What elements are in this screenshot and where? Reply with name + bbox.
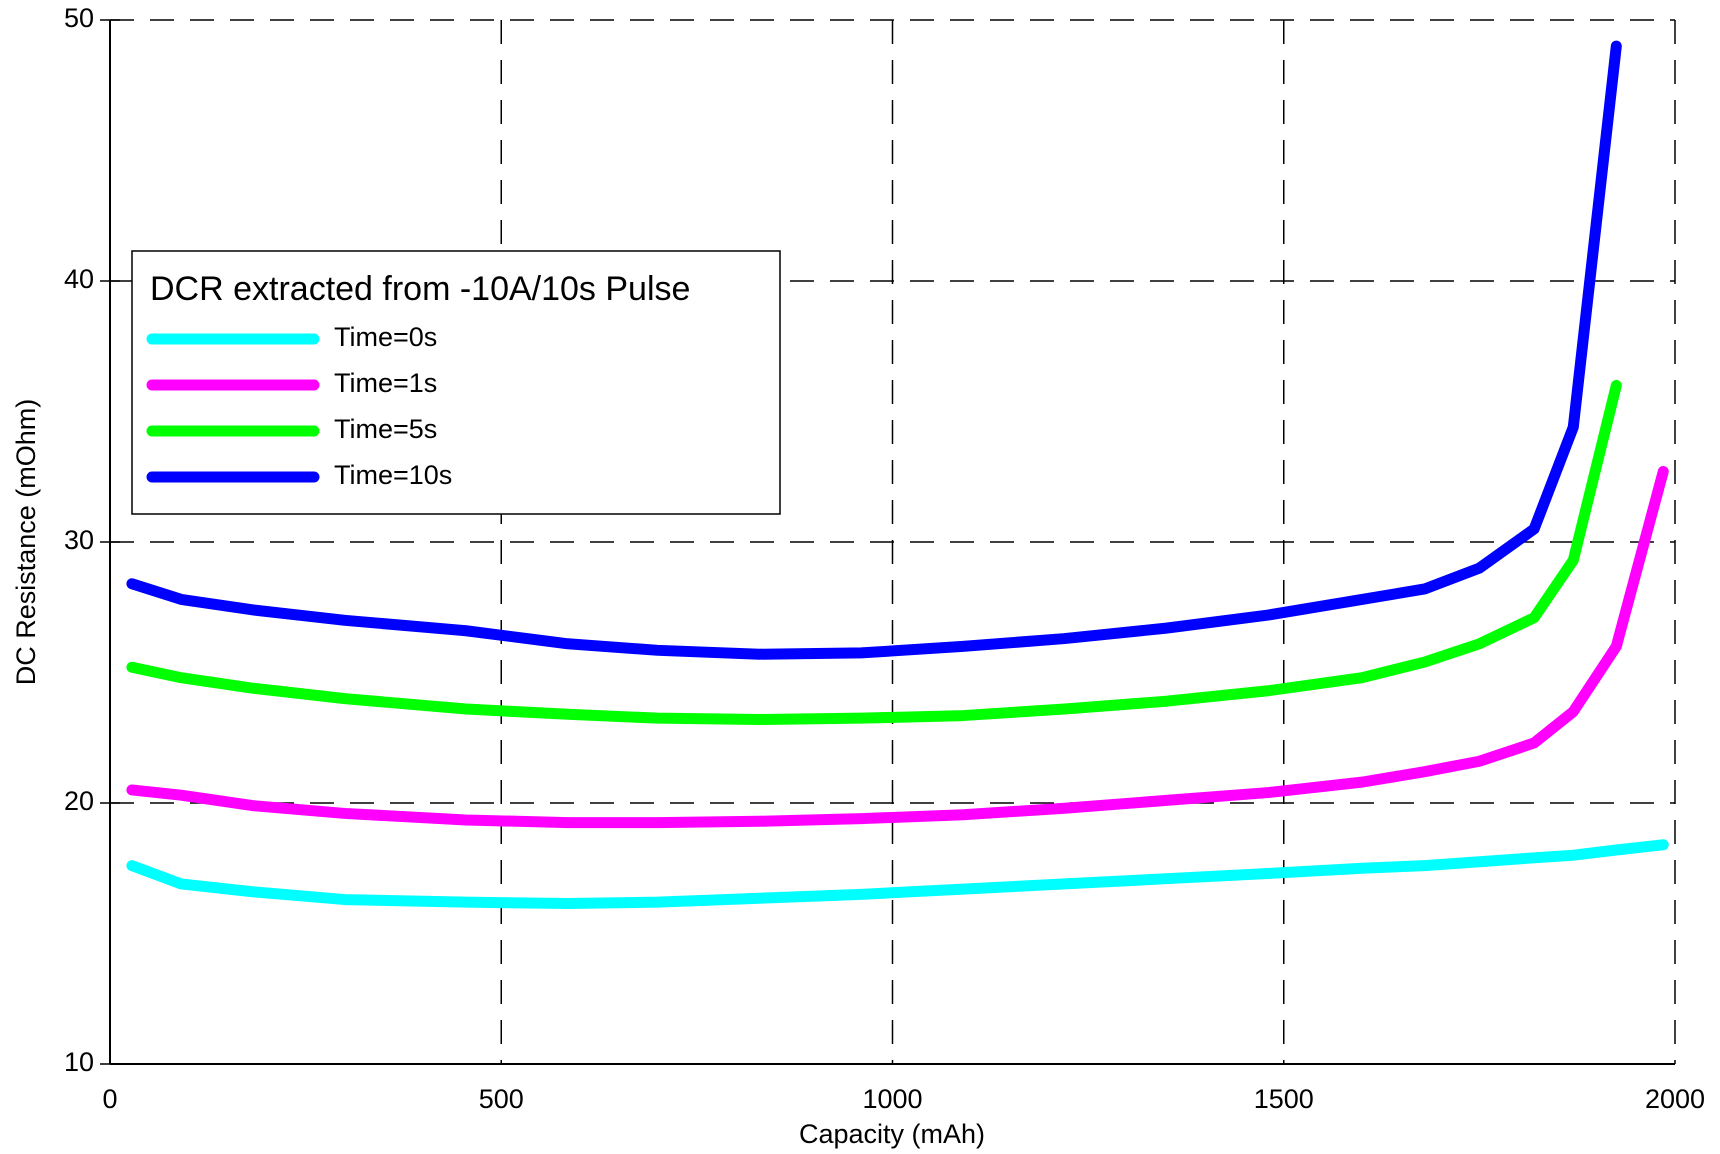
legend-label: Time=0s <box>334 322 437 352</box>
y-tick-label: 30 <box>64 525 94 555</box>
legend-label: Time=1s <box>334 368 437 398</box>
y-tick-label: 40 <box>64 264 94 294</box>
series-line <box>126 466 1669 829</box>
series-line <box>126 839 1669 909</box>
x-tick-label: 1000 <box>862 1084 922 1114</box>
legend-label: Time=5s <box>334 414 437 444</box>
x-tick-label: 2000 <box>1645 1084 1705 1114</box>
legend-label: Time=10s <box>334 460 452 490</box>
series-line <box>126 379 1622 725</box>
x-tick-label: 0 <box>102 1084 117 1114</box>
y-axis-label: DC Resistance (mOhm) <box>11 399 41 686</box>
x-tick-label: 500 <box>479 1084 524 1114</box>
x-axis-label: Capacity (mAh) <box>799 1119 985 1149</box>
x-tick-label: 1500 <box>1254 1084 1314 1114</box>
legend-title: DCR extracted from -10A/10s Pulse <box>150 270 690 308</box>
y-tick-label: 50 <box>64 3 94 33</box>
y-tick-label: 20 <box>64 786 94 816</box>
y-tick-label: 10 <box>64 1047 94 1077</box>
series-line <box>126 40 1622 660</box>
